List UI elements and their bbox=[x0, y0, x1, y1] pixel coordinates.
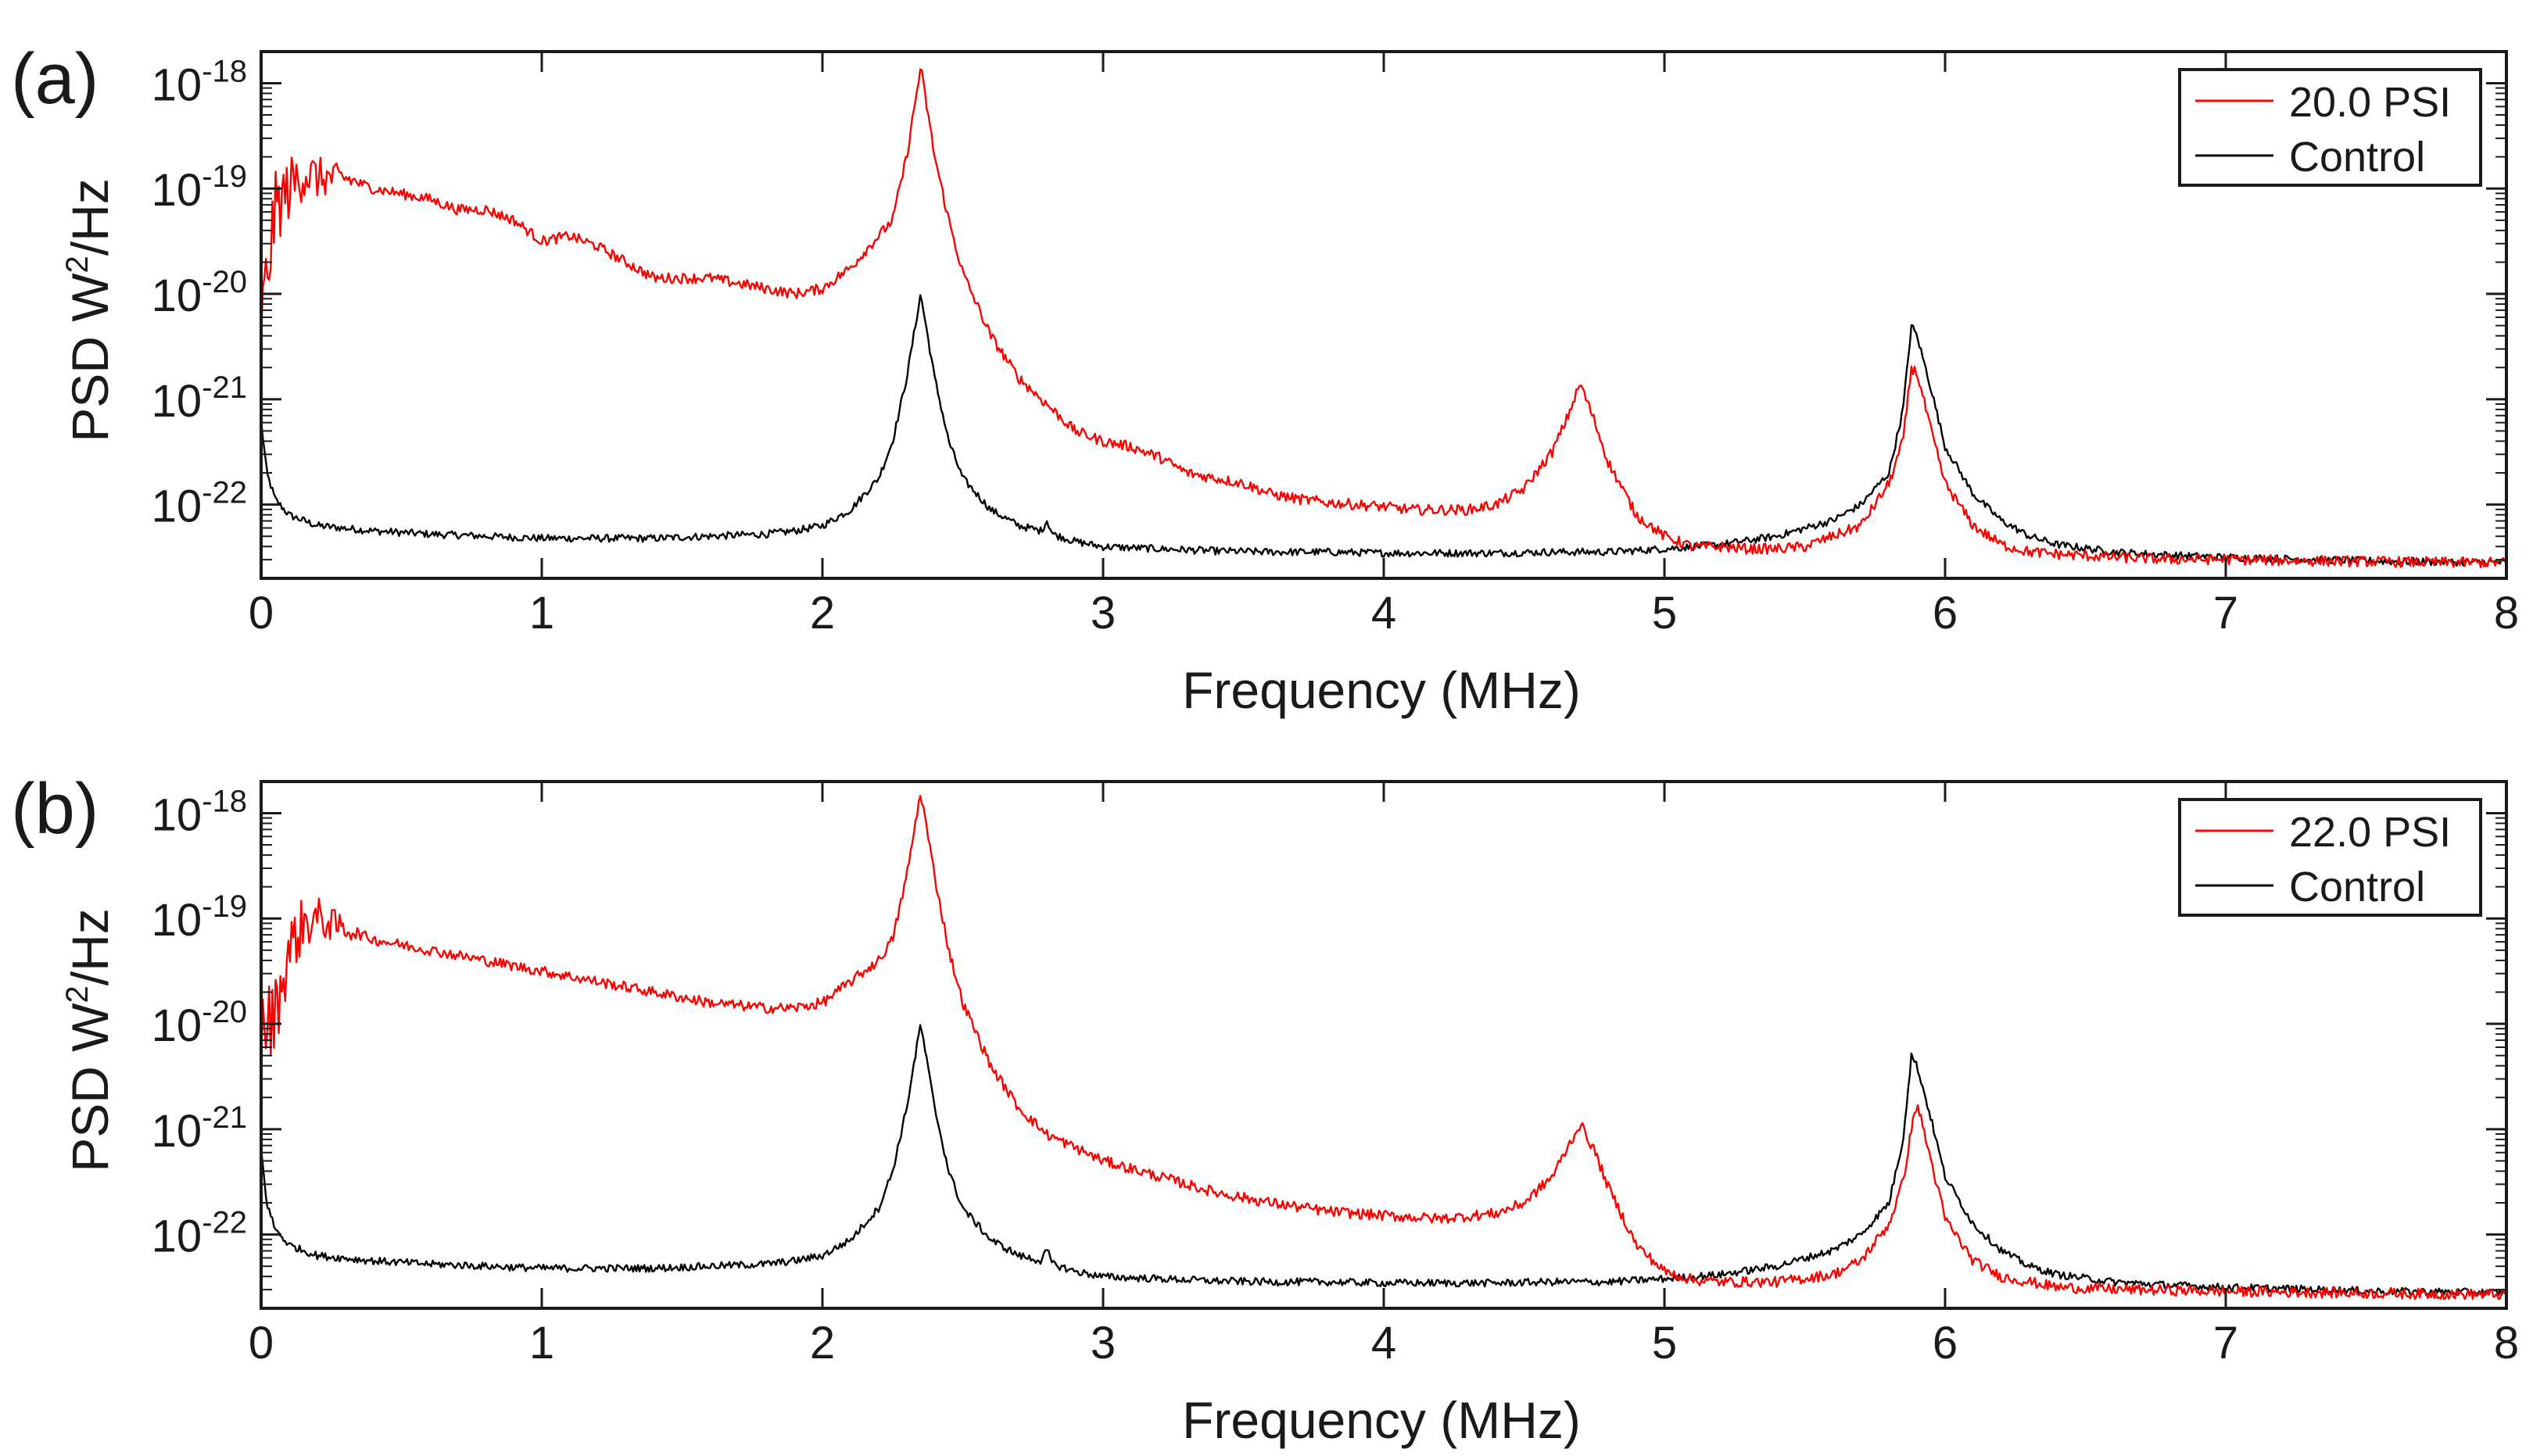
y-axis-label: PSD W2/Hz bbox=[60, 908, 119, 1172]
x-tick-label: 0 bbox=[249, 1318, 274, 1368]
x-tick-label: 3 bbox=[1091, 1318, 1116, 1368]
x-tick-label: 6 bbox=[1933, 588, 1958, 639]
x-tick-label: 2 bbox=[810, 588, 835, 639]
x-tick-label: 4 bbox=[1371, 588, 1396, 639]
y-tick-label: 10-19 bbox=[152, 159, 247, 216]
x-tick-label: 3 bbox=[1091, 588, 1116, 639]
x-tick-label: 1 bbox=[529, 588, 554, 639]
svg-text:PSD W2/Hz: PSD W2/Hz bbox=[60, 908, 119, 1172]
series-line-control bbox=[261, 1024, 2506, 1297]
legend: 22.0 PSI Control bbox=[2178, 798, 2482, 917]
panel-label: (a) bbox=[11, 39, 99, 119]
x-tick-label: 2 bbox=[810, 1318, 835, 1368]
x-axis-label: Frequency (MHz) bbox=[1182, 661, 1581, 719]
y-tick-label: 10-22 bbox=[152, 476, 247, 532]
y-axis-label-sup: 2 bbox=[60, 986, 95, 1003]
x-tick-label: 6 bbox=[1933, 1318, 1958, 1368]
y-tick-label: 10-18 bbox=[152, 784, 247, 840]
legend-entry-black: Control bbox=[2289, 864, 2425, 910]
legend-box bbox=[2178, 68, 2482, 187]
y-tick-label: 10-20 bbox=[152, 995, 247, 1051]
series-line-pressure bbox=[261, 68, 2506, 569]
plot-area: 0 1 2 3 4 5 6 7 8 10-22 10-21 10-20 10-19 10-18 bbox=[152, 780, 2519, 1368]
y-tick-label: 10-19 bbox=[152, 889, 247, 946]
panel-b: (b) PSD W2/Hz Frequency (MHz) 0 1 2 3 4 5 6 7 81… bbox=[11, 769, 2519, 1449]
series-line-pressure bbox=[261, 795, 2506, 1300]
x-tick-label: 0 bbox=[249, 588, 274, 639]
x-tick-label: 4 bbox=[1371, 1318, 1396, 1368]
legend-entry-black: Control bbox=[2289, 134, 2425, 181]
legend-entry-red: 20.0 PSI bbox=[2289, 79, 2451, 126]
y-axis-label-base: PSD W bbox=[61, 1003, 119, 1172]
legend-box bbox=[2178, 798, 2482, 917]
y-tick-label: 10-22 bbox=[152, 1206, 247, 1262]
y-axis-label-tail: /Hz bbox=[61, 178, 119, 256]
y-tick-label: 10-18 bbox=[152, 54, 247, 110]
y-axis-label-tail: /Hz bbox=[61, 908, 119, 986]
y-tick-label: 10-21 bbox=[152, 1100, 247, 1157]
x-tick-label: 7 bbox=[2213, 588, 2238, 639]
legend-entry-red: 22.0 PSI bbox=[2289, 809, 2451, 856]
x-tick-label: 5 bbox=[1652, 588, 1677, 639]
x-tick-label: 7 bbox=[2213, 1318, 2238, 1368]
y-axis-label-base: PSD W bbox=[61, 273, 119, 442]
svg-text:PSD W2/Hz: PSD W2/Hz bbox=[60, 178, 119, 442]
x-tick-label: 5 bbox=[1652, 1318, 1677, 1368]
panel-label: (b) bbox=[11, 769, 99, 849]
panel-a: (a) PSD W2/Hz Frequency (MHz) 0 1 2 3 4 5 6 7 81… bbox=[11, 39, 2519, 719]
y-tick-label: 10-20 bbox=[152, 265, 247, 321]
y-tick-label: 10-21 bbox=[152, 370, 247, 427]
series-line-control bbox=[261, 294, 2506, 567]
y-axis-label: PSD W2/Hz bbox=[60, 178, 119, 442]
x-tick-label: 1 bbox=[529, 1318, 554, 1368]
axes-frame bbox=[260, 780, 2508, 1310]
plot-area: 0 1 2 3 4 5 6 7 8 10-22 10-21 10-20 10-19 10-18 bbox=[152, 50, 2519, 639]
x-axis-label: Frequency (MHz) bbox=[1182, 1391, 1581, 1449]
x-tick-label: 8 bbox=[2494, 1318, 2519, 1368]
x-tick-label: 8 bbox=[2494, 588, 2519, 639]
axes-frame bbox=[260, 50, 2508, 580]
y-axis-label-sup: 2 bbox=[60, 256, 95, 273]
legend: 20.0 PSI Control bbox=[2178, 68, 2482, 187]
